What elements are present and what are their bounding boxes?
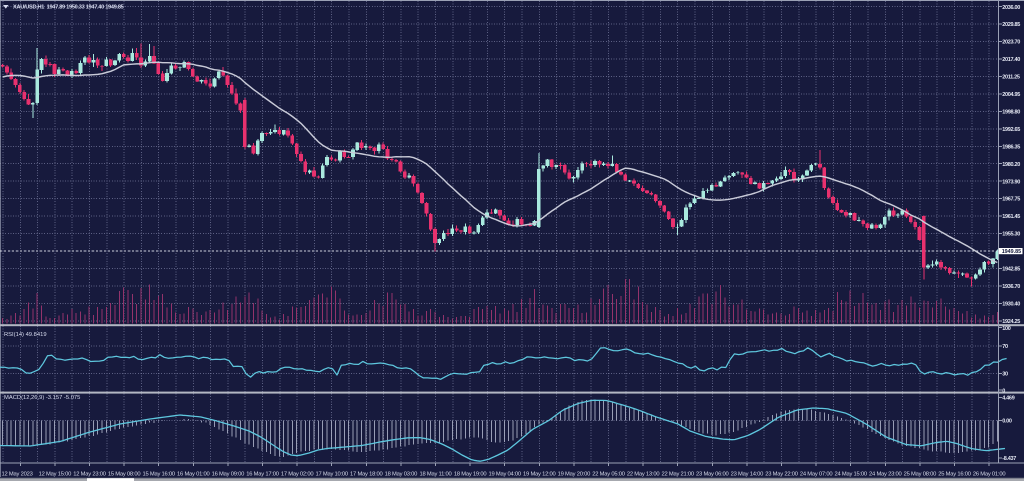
svg-text:1924.25: 1924.25 — [1002, 319, 1020, 325]
svg-text:-8.437: -8.437 — [1002, 456, 1016, 462]
svg-text:1942.85: 1942.85 — [1002, 267, 1020, 273]
svg-text:16 May 17:00: 16 May 17:00 — [246, 471, 279, 477]
svg-text:1973.90: 1973.90 — [1002, 179, 1020, 185]
svg-text:1986.35: 1986.35 — [1002, 144, 1020, 150]
svg-text:26 May 01:00: 26 May 01:00 — [973, 471, 1006, 477]
svg-text:19 May 04:00: 19 May 04:00 — [488, 471, 521, 477]
svg-text:MACD(12,26,9) -3.157 -5.075: MACD(12,26,9) -3.157 -5.075 — [4, 395, 80, 401]
svg-text:23 May 22:00: 23 May 22:00 — [765, 471, 798, 477]
svg-text:15 May 08:00: 15 May 08:00 — [108, 471, 141, 477]
svg-text:24 May 23:00: 24 May 23:00 — [869, 471, 902, 477]
svg-text:18 May 19:00: 18 May 19:00 — [454, 471, 487, 477]
svg-text:23 May 06:00: 23 May 06:00 — [696, 471, 729, 477]
svg-text:16 May 01:00: 16 May 01:00 — [177, 471, 210, 477]
svg-text:2029.85: 2029.85 — [1002, 22, 1020, 28]
svg-text:17 May 18:00: 17 May 18:00 — [350, 471, 383, 477]
svg-text:17 May 10:00: 17 May 10:00 — [315, 471, 348, 477]
svg-text:1936.70: 1936.70 — [1002, 284, 1020, 290]
svg-text:15 May 16:00: 15 May 16:00 — [142, 471, 175, 477]
svg-text:18 May 03:00: 18 May 03:00 — [385, 471, 418, 477]
svg-text:22 May 05:00: 22 May 05:00 — [592, 471, 625, 477]
svg-text:70: 70 — [1002, 344, 1008, 350]
svg-text:19 May 20:00: 19 May 20:00 — [558, 471, 591, 477]
svg-text:2017.40: 2017.40 — [1002, 57, 1020, 63]
svg-text:22 May 21:00: 22 May 21:00 — [661, 471, 694, 477]
svg-text:1961.45: 1961.45 — [1002, 214, 1020, 220]
svg-text:12 May 15:00: 12 May 15:00 — [39, 471, 72, 477]
svg-text:12 May 2023: 12 May 2023 — [2, 471, 33, 477]
svg-text:19 May 12:00: 19 May 12:00 — [523, 471, 556, 477]
svg-text:2011.25: 2011.25 — [1002, 75, 1020, 81]
svg-text:1980.20: 1980.20 — [1002, 162, 1020, 168]
svg-text:22 May 13:00: 22 May 13:00 — [627, 471, 660, 477]
svg-text:2023.70: 2023.70 — [1002, 40, 1020, 46]
svg-text:16 May 09:00: 16 May 09:00 — [212, 471, 245, 477]
svg-text:23 May 14:00: 23 May 14:00 — [731, 471, 764, 477]
svg-text:RSI(14) 49.8419: RSI(14) 49.8419 — [4, 332, 47, 338]
svg-text:18 May 11:00: 18 May 11:00 — [419, 471, 451, 477]
svg-text:30: 30 — [1002, 372, 1008, 378]
svg-text:1949.85: 1949.85 — [1002, 249, 1022, 255]
svg-text:24 May 15:00: 24 May 15:00 — [834, 471, 867, 477]
svg-text:XAU/USD,H1 1947.89 1950.33 19: XAU/USD,H1 1947.89 1950.33 1947.40 1949.… — [13, 4, 124, 10]
svg-text:4.469: 4.469 — [1002, 396, 1015, 402]
svg-text:1930.40: 1930.40 — [1002, 301, 1020, 307]
svg-text:12 May 23:00: 12 May 23:00 — [73, 471, 106, 477]
svg-text:1998.80: 1998.80 — [1002, 110, 1020, 116]
svg-text:100: 100 — [1002, 326, 1011, 332]
svg-text:2036.00: 2036.00 — [1002, 5, 1020, 11]
svg-text:25 May 08:00: 25 May 08:00 — [904, 471, 937, 477]
svg-text:1955.30: 1955.30 — [1002, 232, 1020, 238]
svg-text:0.00: 0.00 — [1002, 419, 1012, 425]
svg-text:25 May 16:00: 25 May 16:00 — [938, 471, 971, 477]
svg-text:1992.65: 1992.65 — [1002, 127, 1020, 133]
svg-text:0: 0 — [1002, 388, 1005, 394]
svg-text:2004.95: 2004.95 — [1002, 92, 1020, 98]
svg-text:24 May 07:00: 24 May 07:00 — [800, 471, 833, 477]
svg-text:17 May 02:00: 17 May 02:00 — [281, 471, 314, 477]
svg-text:1967.75: 1967.75 — [1002, 197, 1020, 203]
